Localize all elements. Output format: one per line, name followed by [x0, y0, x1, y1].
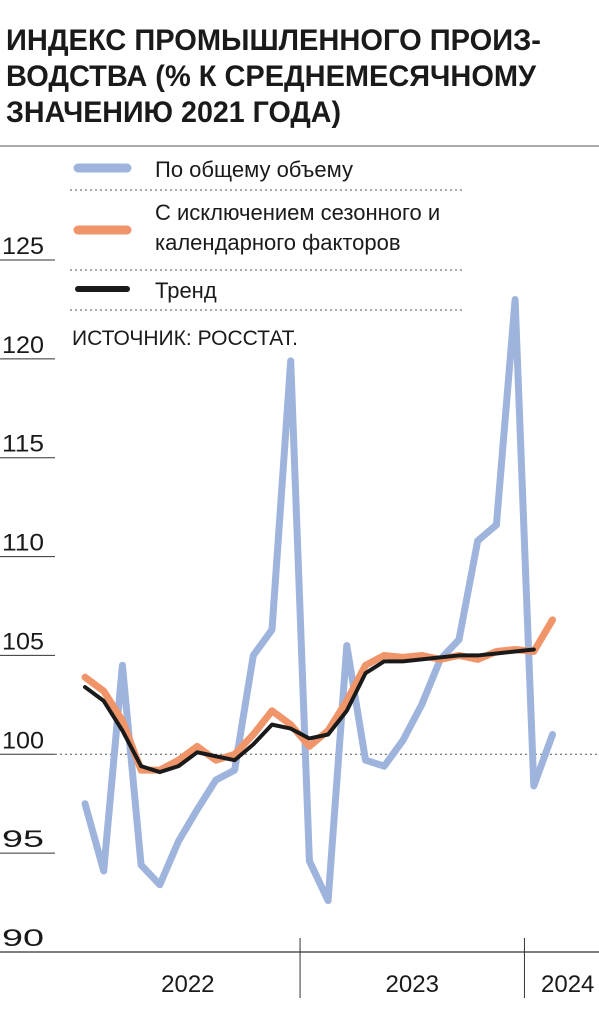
y-tick-label: 90 — [2, 925, 44, 952]
x-group-label: 2023 — [386, 971, 439, 998]
y-tick-label: 100 — [2, 727, 44, 754]
y-tick-label: 105 — [2, 628, 44, 655]
chart-title: ЗНАЧЕНИЮ 2021 ГОДА) — [6, 96, 341, 129]
legend-label: С исключением сезонного и календарного ф… — [155, 200, 441, 255]
y-tick-label: 95 — [2, 826, 44, 853]
y-tick-label: 110 — [2, 530, 44, 557]
series-line — [81, 296, 556, 905]
y-tick-label: 120 — [2, 332, 44, 359]
x-group-label: 2024 — [541, 971, 594, 998]
series-line — [81, 616, 556, 774]
y-tick-label: 115 — [2, 431, 44, 458]
legend-label: Тренд — [155, 278, 217, 303]
chart-title: ИНДЕКС ПРОМЫШЛЕННОГО ПРОИЗ- — [6, 24, 541, 57]
chart-title: ВОДСТВА (% К СРЕДНЕМЕСЯЧНОМУ — [6, 60, 536, 93]
series-line — [83, 647, 536, 775]
source: ИСТОЧНИК: РОССТАТ. — [72, 327, 298, 350]
x-group-label: 2022 — [161, 971, 214, 998]
y-tick-label: 125 — [2, 233, 44, 260]
legend-label: По общему объему — [155, 157, 354, 182]
